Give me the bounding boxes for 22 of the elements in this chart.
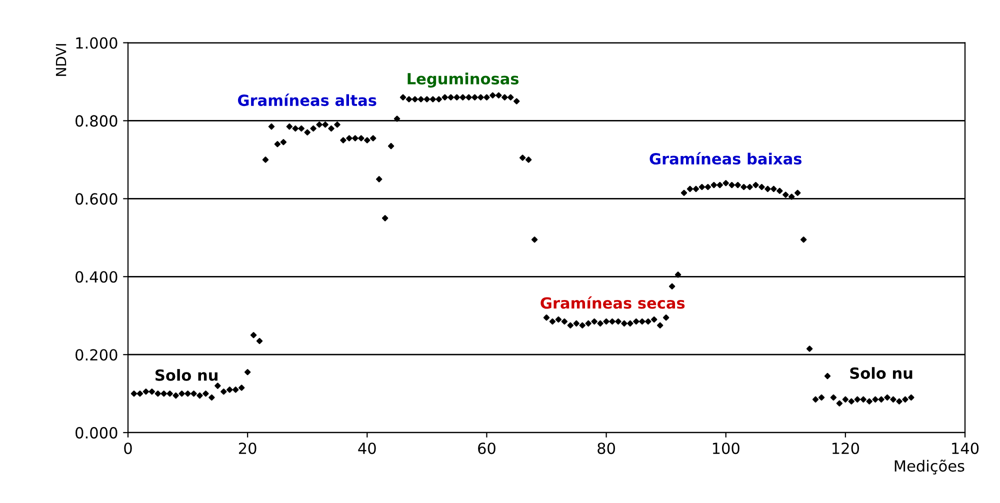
x-tick-label: 0 [124,442,132,454]
annotation: Solo nu [850,367,912,379]
x-axis-title: Medições [894,460,964,474]
x-tick-label: 140 [952,442,979,454]
annotation: Gramíneas baixas [650,152,802,165]
x-tick-label: 20 [238,442,256,454]
annotation: Gramíneas secas [540,296,685,309]
annotation: Solo nu [156,369,218,381]
y-tick-label: 1.000 [76,37,118,49]
x-tick-label: 100 [712,442,740,454]
x-tick-label: 80 [598,442,615,454]
x-tick-label: 60 [478,442,496,454]
x-tick-label: 40 [358,442,376,454]
y-tick-label: 0.400 [76,271,118,283]
y-axis-title: NDVI [56,44,66,76]
annotation: Gramíneas altas [238,94,376,106]
y-tick-label: 0.200 [76,349,118,361]
y-tick-label: 0.000 [76,427,118,439]
x-tick-label: 120 [832,442,859,454]
annotation: Leguminosas [408,72,519,88]
y-tick-label: 0.800 [76,115,118,127]
y-tick-label: 0.600 [76,193,118,205]
